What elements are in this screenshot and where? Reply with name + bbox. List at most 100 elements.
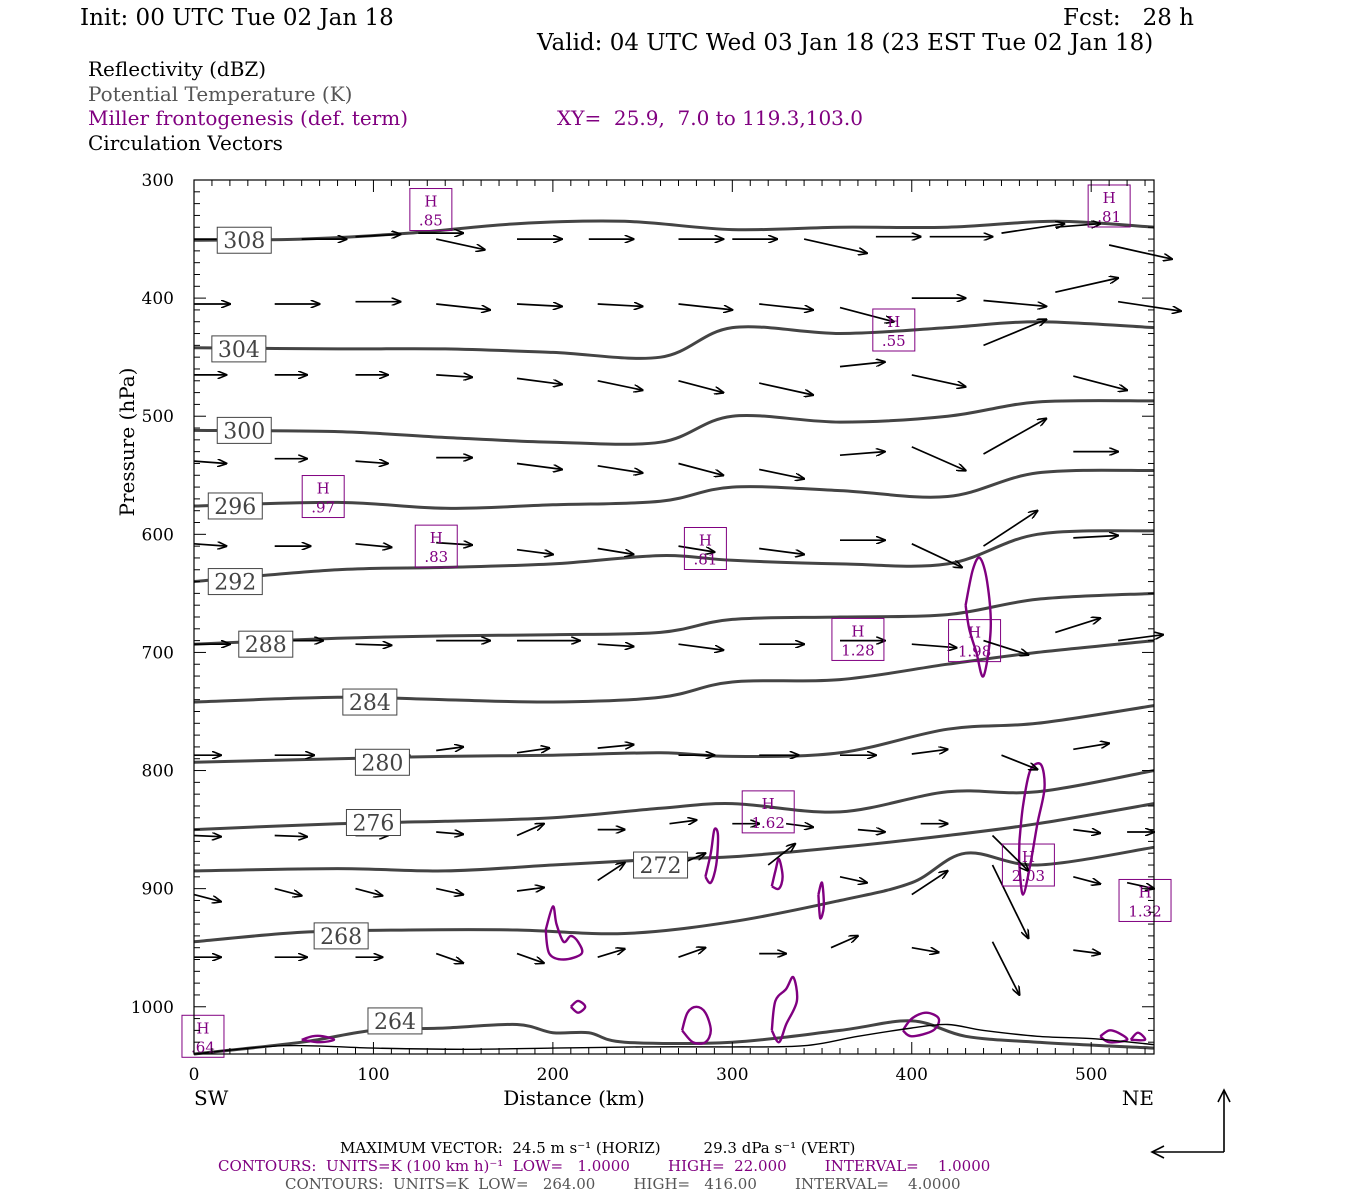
circulation-vector — [1055, 278, 1118, 294]
circulation-vector — [1055, 224, 1100, 228]
fronto-max-box — [831, 617, 885, 661]
circulation-vector — [911, 446, 966, 471]
theta-label: 284 — [349, 691, 391, 716]
circulation-vector — [597, 379, 643, 390]
circulation-vector — [516, 548, 553, 555]
circulation-vector — [516, 888, 544, 892]
fronto-max-symbol: H — [968, 624, 981, 642]
fronto-max-symbol: H — [1103, 189, 1116, 207]
x-tick-label: 0 — [189, 1065, 200, 1085]
circulation-vector — [911, 644, 957, 648]
fronto-max-symbol: H — [1022, 848, 1035, 866]
circulation-vector — [274, 887, 302, 896]
fronto-contour — [1017, 762, 1046, 896]
valid-time: Valid: 04 UTC Wed 03 Jan 18 (23 EST Tue … — [537, 30, 1154, 56]
y-tick-label: 900 — [142, 880, 174, 900]
circulation-vector — [355, 544, 392, 548]
theta-label-box — [211, 335, 267, 363]
legend-vectors: Circulation Vectors — [88, 131, 283, 155]
fronto-max-box — [301, 475, 345, 519]
orientation-arrows-icon — [1150, 1088, 1231, 1159]
circulation-vector — [767, 844, 795, 866]
circulation-vector — [678, 948, 706, 959]
x-tick-label: 400 — [896, 1065, 928, 1085]
theta-contour-308 — [193, 219, 1155, 242]
circulation-vector — [911, 871, 948, 896]
circulation-vector — [839, 306, 894, 322]
theta-label: 292 — [214, 571, 256, 596]
x-tick-label: 200 — [537, 1065, 569, 1085]
circulation-vector — [983, 299, 1047, 307]
circulation-vector — [597, 547, 634, 555]
circulation-vector — [1055, 618, 1100, 634]
theta-label: 308 — [223, 229, 265, 254]
circulation-vector — [830, 936, 858, 949]
theta-contour-280 — [193, 704, 1155, 764]
fronto-contour — [1129, 1031, 1147, 1042]
theta-label: 304 — [218, 338, 260, 363]
fronto-max-value: .97 — [311, 499, 335, 517]
theta-label-box — [207, 568, 263, 596]
circulation-vectors — [193, 224, 1181, 995]
theta-label: 296 — [214, 495, 256, 520]
y-tick-label: 600 — [142, 525, 174, 545]
circulation-vector — [516, 304, 562, 306]
y-tick-label: 1000 — [131, 998, 174, 1018]
fronto-max-value: 2.03 — [1012, 867, 1045, 885]
fronto-max-value: .55 — [882, 332, 906, 350]
fronto-contour-note: CONTOURS: UNITS=K (100 km h)⁻¹ LOW= 1.00… — [218, 1157, 991, 1175]
theta-label-box — [313, 922, 369, 950]
legend-reflectivity: Reflectivity (dBZ) — [88, 57, 267, 81]
circulation-vector — [759, 547, 804, 555]
circulation-vector — [355, 461, 388, 463]
theta-label: 280 — [361, 751, 403, 776]
x-axis-label: Distance (km) — [503, 1086, 645, 1110]
circulation-vector — [759, 303, 813, 310]
theta-label: 276 — [352, 812, 394, 837]
fronto-max-box — [409, 188, 453, 232]
theta-label: 264 — [374, 1010, 416, 1035]
circulation-vector — [516, 952, 544, 964]
y-tick-label: 300 — [142, 171, 174, 191]
y-tick-label: 800 — [142, 762, 174, 782]
circulation-vector — [1001, 754, 1038, 769]
circulation-vector — [193, 461, 226, 463]
circulation-vector — [1073, 875, 1100, 884]
fronto-max-symbol: H — [762, 795, 775, 813]
fronto-max-symbol: H — [430, 529, 443, 547]
circulation-vector — [983, 639, 1029, 655]
circulation-vector — [1073, 950, 1100, 954]
fronto-max-box — [1118, 878, 1172, 922]
theta-contour-300 — [193, 399, 1155, 446]
circulation-vector — [678, 379, 724, 393]
fronto-max-box — [872, 308, 916, 352]
circulation-vector — [839, 452, 885, 456]
theta-label: 268 — [320, 925, 362, 950]
circulation-vector — [597, 304, 643, 306]
circulation-vector — [436, 375, 472, 377]
x-left-direction: SW — [194, 1086, 229, 1110]
cross-section-xy: XY= 25.9, 7.0 to 119.3,103.0 — [557, 106, 863, 130]
fronto-max-value: 1.98 — [958, 643, 991, 661]
circulation-vector — [678, 462, 724, 476]
fronto-contour — [704, 827, 720, 885]
fronto-contour — [817, 881, 826, 920]
circulation-vector — [1126, 881, 1154, 889]
circulation-vector — [436, 543, 472, 545]
fronto-max-value: .85 — [419, 212, 443, 230]
fronto-max-box — [948, 619, 1002, 663]
circulation-vector — [516, 824, 544, 837]
circulation-vector — [759, 382, 813, 395]
circulation-vector — [516, 748, 549, 754]
theta-contour-296 — [193, 468, 1155, 510]
theta-contour-288 — [193, 591, 1155, 646]
theta-contour-276 — [193, 769, 1155, 832]
theta-label: 288 — [245, 633, 287, 658]
fronto-contour — [544, 905, 584, 961]
terrain-line — [193, 1023, 1155, 1055]
circulation-vector — [355, 887, 383, 896]
fronto-max-box — [741, 790, 795, 834]
circulation-vector — [983, 511, 1038, 547]
theta-label-box — [342, 688, 398, 716]
circulation-vector — [193, 893, 221, 902]
